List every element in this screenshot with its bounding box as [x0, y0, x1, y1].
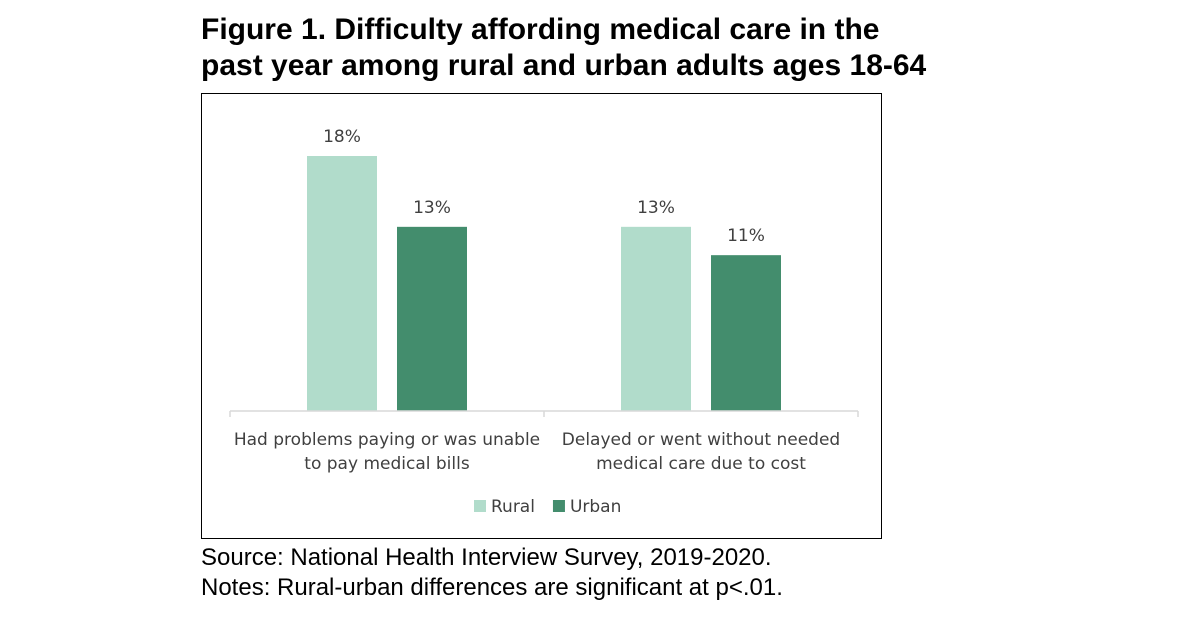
category-label-1-line-2: to pay medical bills	[304, 454, 470, 474]
chart-title-line-2: past year among rural and urban adults a…	[201, 49, 927, 82]
data-label-rural-2: 13%	[637, 198, 675, 218]
chart-frame: 18% 13% Had problems paying or was unable t…	[201, 93, 882, 539]
chart-title-line-1: Figure 1. Difficulty affording medical c…	[201, 13, 880, 46]
bar-chart: 18% 13% Had problems paying or was unable t…	[229, 127, 859, 517]
data-label-rural-1: 18%	[323, 127, 361, 147]
bar-urban-2	[711, 255, 781, 411]
legend-swatch-urban	[552, 500, 565, 512]
legend-label-rural: Rural	[491, 497, 535, 517]
figure-notes: Source: National Health Interview Survey…	[201, 543, 1101, 603]
bar-rural-2	[621, 226, 691, 411]
source-note: Source: National Health Interview Survey…	[201, 544, 772, 571]
bar-urban-1	[397, 226, 467, 411]
data-label-urban-1: 13%	[413, 198, 451, 218]
significance-note: Notes: Rural-urban differences are signi…	[201, 574, 783, 601]
legend-label-urban: Urban	[570, 497, 621, 517]
bar-rural-1	[307, 156, 377, 411]
legend-swatch-rural	[474, 500, 486, 512]
category-label-1-line-1: Had problems paying or was unable	[234, 430, 540, 450]
chart-title: Figure 1. Difficulty affording medical c…	[201, 12, 1101, 84]
category-label-2-line-2: medical care due to cost	[596, 454, 806, 474]
data-label-urban-2: 11%	[727, 226, 765, 246]
category-label-2-line-1: Delayed or went without needed	[562, 430, 840, 450]
